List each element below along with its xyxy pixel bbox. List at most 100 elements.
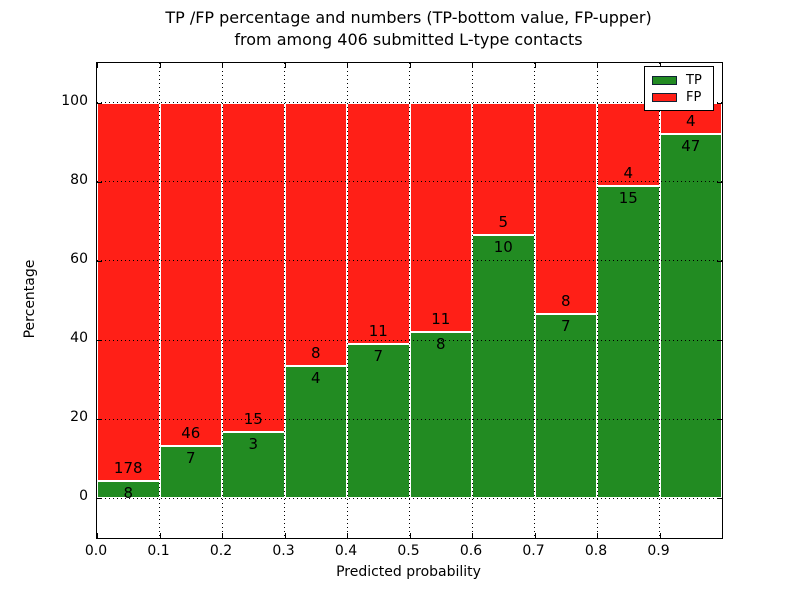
gridline-horizontal: [97, 181, 722, 183]
bar-value-label-fp: 8: [560, 291, 571, 310]
bar-segment-tp: [659, 133, 722, 499]
x-axis-tick: [222, 533, 223, 538]
y-axis-tick: [97, 498, 102, 500]
y-tick-label: 40: [70, 330, 88, 347]
bar-value-label-tp: 7: [373, 347, 384, 366]
bar-value-label-tp: 7: [185, 449, 196, 468]
bar-value-label-tp: 3: [248, 435, 259, 454]
gridline-vertical: [534, 63, 535, 538]
x-tick-label: 0.4: [334, 543, 358, 559]
y-axis-tick: [97, 181, 102, 183]
y-tick-label: 100: [61, 92, 88, 109]
x-tick-label: 0.7: [522, 543, 545, 559]
x-axis-tick: [722, 63, 723, 68]
x-tick-label: 0.8: [584, 543, 608, 559]
chart-title-line2: from among 406 submitted L-type contacts: [234, 30, 583, 49]
bar-value-label-fp: 5: [498, 212, 509, 231]
y-axis-tick: [97, 340, 102, 342]
bar-value-label-fp: 46: [181, 424, 201, 443]
bar-value-label-tp: 8: [435, 334, 446, 353]
legend-item-tp: TP: [652, 72, 706, 89]
x-axis-tick: [472, 533, 473, 538]
bar-segment-tp: [534, 313, 597, 499]
bar-value-label-fp: 11: [431, 309, 451, 328]
y-tick-label: 80: [70, 171, 88, 188]
bar-segment-tp: [597, 185, 660, 499]
legend-swatch-fp: [652, 93, 677, 102]
bar-segment-fp: [222, 102, 285, 433]
x-axis-tick: [597, 533, 598, 538]
legend-label: FP: [686, 90, 702, 105]
x-axis-tick: [284, 63, 286, 68]
legend: TP FP: [644, 66, 714, 111]
bar-segment-fp: [97, 102, 160, 482]
bar-segment-fp: [347, 102, 410, 345]
gridline-horizontal: [97, 260, 722, 262]
y-axis-label: Percentage: [22, 259, 38, 339]
bar-segment-fp: [409, 102, 472, 332]
bar-segment-tp: [159, 446, 222, 499]
x-tick-label: 0.3: [272, 543, 295, 559]
y-tick-label: 60: [70, 250, 88, 267]
bar-segment-tp: [472, 234, 535, 499]
x-axis-tick: [159, 63, 161, 68]
x-axis-tick: [472, 63, 473, 68]
bar-segment-tp: [347, 344, 410, 499]
gridline-vertical: [159, 63, 160, 538]
chart-title-line1: TP /FP percentage and numbers (TP-bottom…: [165, 8, 652, 27]
x-axis-tick: [409, 63, 411, 68]
gridline-horizontal: [97, 102, 722, 104]
y-axis-tick: [717, 419, 722, 421]
bar-value-label-fp: 178: [113, 459, 143, 478]
bar-segment-fp: [159, 102, 222, 447]
bar-segment-fp: [597, 102, 660, 186]
x-axis-tick: [284, 533, 286, 538]
y-axis-tick: [717, 498, 722, 500]
x-axis-tick: [347, 533, 348, 538]
bar-value-label-fp: 4: [623, 163, 634, 182]
bar-value-label-tp: 7: [560, 316, 571, 335]
y-axis-tick: [717, 102, 722, 104]
y-axis-tick: [97, 102, 102, 104]
x-axis-tick: [159, 533, 161, 538]
gridline-vertical: [346, 63, 348, 538]
x-axis-tick: [534, 533, 536, 538]
x-axis-tick: [597, 63, 598, 68]
x-axis-tick: [347, 63, 348, 68]
bar-value-label-fp: 4: [685, 111, 696, 130]
x-axis-tick: [222, 63, 223, 68]
bar-value-label-fp: 15: [243, 410, 263, 429]
legend-item-fp: FP: [652, 89, 706, 106]
x-axis-tick: [722, 533, 723, 538]
bar-segment-tp: [409, 331, 472, 499]
gridline-horizontal: [97, 339, 722, 341]
x-tick-label: 0.1: [147, 543, 170, 559]
gridline-vertical: [284, 63, 285, 538]
x-axis-label: Predicted probability: [336, 564, 481, 580]
x-tick-label: 0.2: [209, 543, 233, 559]
y-axis-tick: [97, 419, 102, 421]
x-tick-label: 0.5: [397, 543, 420, 559]
bar-value-label-tp: 4: [310, 369, 321, 388]
legend-swatch-tp: [652, 76, 677, 85]
bar-segment-fp: [284, 102, 347, 367]
x-axis-tick: [659, 533, 661, 538]
x-tick-label: 0.9: [647, 543, 670, 559]
y-tick-label: 0: [79, 488, 88, 505]
y-axis-tick: [717, 260, 722, 262]
bar-value-label-tp: 8: [123, 484, 134, 503]
plot-area: 178 8 46 7 15 3 8 4 11 7 11 8 5 10 8 7 4 15 4 47 TP FP: [96, 62, 723, 539]
x-axis-tick: [659, 63, 661, 68]
x-axis-tick: [97, 63, 98, 68]
gridline-vertical: [221, 63, 223, 538]
bar-value-label-tp: 47: [681, 136, 701, 155]
bar-value-label-fp: 11: [368, 322, 388, 341]
gridline-vertical: [409, 63, 410, 538]
y-axis-tick: [97, 260, 102, 262]
y-axis-tick: [717, 340, 722, 342]
y-axis-tick: [717, 181, 722, 183]
y-tick-label: 20: [70, 409, 88, 426]
bar-segment-fp: [534, 102, 597, 314]
gridline-horizontal: [97, 418, 722, 420]
